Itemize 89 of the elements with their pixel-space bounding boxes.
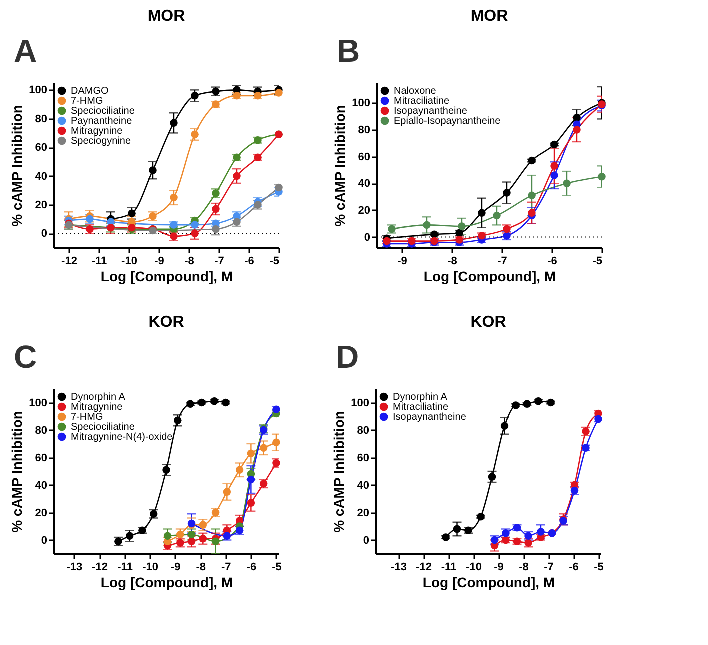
- legend-label: Dynorphin A: [71, 392, 126, 403]
- chart-title: KOR: [148, 314, 185, 331]
- y-tick-label: 20: [358, 204, 370, 217]
- y-tick-label: 60: [358, 151, 370, 164]
- legend-label: Epiallo-Isopaynantheine: [394, 116, 502, 127]
- x-tick-label: -6: [569, 562, 579, 574]
- x-tick-label: -6: [244, 256, 254, 268]
- text: B: [337, 33, 360, 69]
- x-tick-label: -10: [466, 562, 482, 574]
- x-tick-label: -8: [196, 562, 206, 574]
- text: C: [14, 339, 38, 375]
- y-axis-title: % cAMP Inhibition: [331, 411, 348, 533]
- y-tick-label: 60: [357, 452, 370, 464]
- text: A: [14, 33, 38, 69]
- y-tick-label: 40: [357, 480, 370, 492]
- y-tick-label: 40: [35, 480, 48, 492]
- x-tick-label: -7: [544, 562, 554, 574]
- x-tick-label: -5: [272, 562, 282, 574]
- legend-label: Speciogynine: [71, 136, 132, 147]
- legend-label: DAMGO: [71, 86, 109, 97]
- y-tick-label: 100: [29, 397, 48, 410]
- x-tick-label: -8: [519, 562, 529, 574]
- legend-label: Mitragynine: [71, 402, 124, 413]
- text: D: [336, 339, 360, 375]
- y-tick-label: 0: [363, 534, 370, 547]
- chart-title: MOR: [470, 8, 509, 25]
- x-tick-label: -7: [498, 256, 508, 268]
- x-tick-label: -8: [448, 256, 458, 268]
- y-tick-label: 60: [35, 142, 48, 154]
- legend-label: Naloxone: [394, 86, 437, 97]
- y-tick-label: 0: [364, 232, 370, 244]
- y-tick-label: 100: [352, 98, 370, 110]
- x-tick-label: -11: [92, 256, 108, 268]
- legend-label: Mitraciliatine: [393, 402, 450, 413]
- x-tick-label: -10: [142, 562, 159, 574]
- y-tick-label: 100: [351, 397, 370, 410]
- x-tick-label: -6: [246, 562, 257, 574]
- y-tick-label: 80: [35, 113, 48, 126]
- y-tick-label: 20: [35, 199, 48, 212]
- legend-label: 7-HMG: [71, 96, 104, 107]
- x-tick-label: -5: [594, 562, 604, 574]
- y-tick-label: 0: [41, 534, 48, 547]
- legend-label: Dynorphin A: [393, 392, 448, 403]
- x-tick-label: -9: [154, 256, 164, 268]
- y-tick-label: 40: [35, 170, 48, 183]
- y-axis-title: % cAMP Inhibition: [9, 411, 26, 533]
- chart-title: MOR: [148, 8, 186, 25]
- x-tick-label: -7: [222, 562, 232, 574]
- legend-label: Mitragynine: [71, 126, 124, 137]
- x-tick-label: -6: [548, 256, 558, 268]
- y-tick-label: 0: [41, 228, 48, 240]
- x-tick-label: -7: [214, 256, 224, 268]
- legend-label: Speciociliatine: [71, 422, 136, 433]
- legend-label: Isopaynantheine: [394, 106, 468, 117]
- y-tick-label: 80: [35, 424, 48, 437]
- chart-title: KOR: [470, 314, 507, 331]
- legend-label: 7-HMG: [71, 412, 104, 423]
- legend-label: Mitraciliatine: [394, 96, 450, 107]
- x-tick-label: -11: [118, 562, 133, 574]
- x-axis-title: Log [Compound], M: [424, 268, 556, 284]
- x-tick-label: -5: [592, 256, 602, 268]
- legend-label: Isopaynantheine: [393, 412, 467, 423]
- y-tick-label: 40: [358, 178, 370, 190]
- legend-label: Paynantheine: [71, 116, 133, 127]
- y-tick-label: 80: [358, 124, 370, 136]
- x-axis-title: Log [Compound], M: [422, 574, 556, 590]
- y-axis-title: % cAMP Inhibition: [9, 105, 26, 227]
- x-axis-title: Log [Compound], M: [100, 268, 234, 284]
- x-tick-label: -10: [122, 256, 138, 268]
- x-tick-label: -8: [184, 256, 194, 268]
- y-tick-label: 60: [35, 452, 48, 464]
- x-tick-label: -9: [398, 256, 408, 268]
- x-axis-title: Log [Compound], M: [100, 574, 234, 590]
- x-tick-label: -9: [170, 562, 181, 574]
- y-tick-label: 80: [357, 424, 370, 437]
- x-tick-label: -5: [270, 256, 280, 268]
- x-tick-label: -12: [416, 562, 432, 574]
- x-tick-label: -13: [66, 562, 83, 574]
- legend-label: Speciociliatine: [71, 106, 136, 117]
- y-tick-label: 20: [357, 507, 370, 520]
- x-tick-label: -9: [494, 562, 504, 574]
- x-tick-label: -12: [92, 562, 108, 574]
- y-axis-title: % cAMP Inhibition: [332, 105, 348, 227]
- legend-label: Mitragynine-N(4)-oxide: [71, 432, 174, 443]
- x-tick-label: -13: [391, 562, 407, 574]
- x-tick-label: -11: [441, 562, 457, 574]
- x-tick-label: -12: [62, 256, 78, 268]
- y-tick-label: 100: [29, 84, 48, 97]
- y-tick-label: 20: [35, 507, 48, 520]
